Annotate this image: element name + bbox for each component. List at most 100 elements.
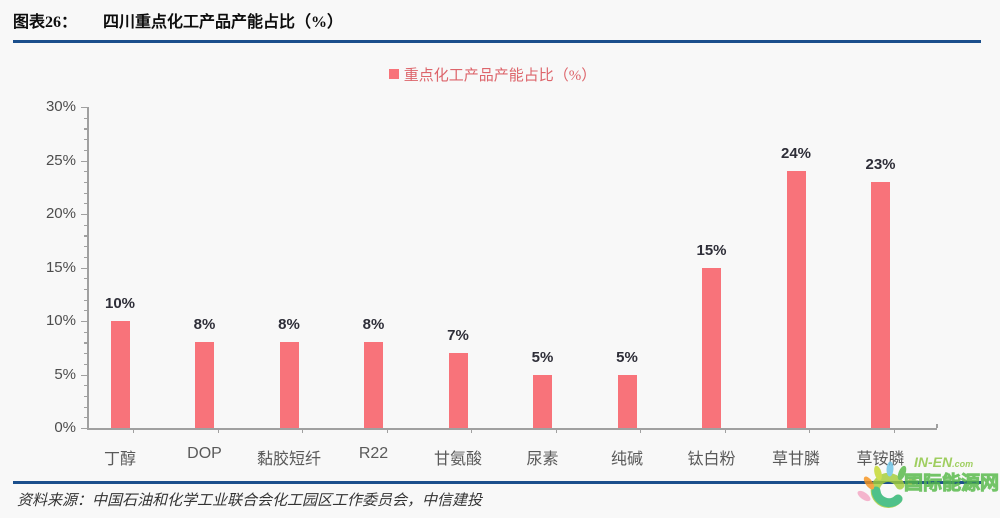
y-axis-tick: [83, 235, 87, 237]
x-axis-tick: [471, 428, 473, 433]
x-axis-tick: [302, 428, 304, 433]
y-axis-tick: [81, 321, 87, 323]
y-axis-tick: [83, 385, 87, 387]
y-axis-tick: [83, 331, 87, 333]
y-axis-tick: [83, 353, 87, 355]
y-axis-tick-label: 0%: [54, 419, 76, 436]
y-axis-tick: [83, 181, 87, 184]
y-axis-tick: [83, 363, 87, 365]
petal-lightgreen-icon: [905, 475, 917, 489]
x-axis-end-tick: [936, 424, 938, 428]
category-label: 丁醇: [103, 451, 136, 468]
bar: [871, 181, 890, 428]
y-axis-tick: [83, 128, 87, 130]
y-axis-tick: [81, 428, 87, 430]
y-axis-tick: [83, 417, 87, 419]
bar: [364, 342, 383, 428]
bar: [786, 171, 806, 428]
y-axis-tick-label: 20%: [45, 205, 76, 222]
source-text: 中国石油和化学工业联合会化工园区工作委员会，中信建投: [92, 493, 483, 509]
y-axis-tick-label: 5%: [54, 365, 76, 383]
y-axis-tick: [83, 342, 87, 344]
y-axis-tick: [83, 406, 87, 408]
legend-marker-icon: [388, 69, 399, 79]
y-axis-line: [87, 107, 89, 429]
figure-tag: 图表26：: [13, 14, 78, 31]
category-label: 尿素: [526, 451, 559, 468]
bar: [279, 342, 299, 428]
legend-label: 重点化工产品产能占比（%）: [403, 67, 597, 84]
y-axis-tick: [83, 310, 87, 312]
source-label: 资料来源：: [17, 493, 93, 509]
petal-pink-icon: [857, 490, 871, 502]
y-axis-tick: [83, 139, 87, 141]
y-axis-tick: [83, 171, 87, 173]
watermark-inen-logo: IN-EN.com 国际能源网: [857, 454, 999, 508]
y-axis-tick: [81, 374, 87, 376]
category-label: R22: [358, 445, 389, 462]
category-label: 黏胶短纤: [256, 451, 321, 468]
y-axis-tick: [83, 395, 87, 398]
bar-value-label: 8%: [193, 316, 216, 334]
x-axis-line: [87, 428, 937, 430]
y-axis-tick: [83, 192, 87, 194]
bar-value-label: 8%: [278, 316, 300, 334]
y-axis-tick: [83, 224, 87, 226]
x-axis-tick: [640, 428, 642, 433]
x-axis-tick: [217, 428, 219, 433]
x-axis-tick: [809, 428, 811, 433]
bar-value-label: 7%: [447, 327, 469, 345]
x-axis-tick: [724, 428, 726, 433]
bar-value-label: 8%: [362, 316, 385, 334]
x-axis-tick: [133, 428, 135, 433]
y-axis-tick: [83, 256, 87, 258]
category-label: DOP: [187, 445, 222, 462]
watermark-brand-cn: 国际能源网: [904, 471, 999, 494]
x-axis-tick: [555, 428, 557, 433]
y-axis-tick-label: 25%: [45, 151, 76, 169]
bar-value-label: 5%: [531, 348, 554, 366]
title-underline: [13, 40, 981, 43]
x-axis-tick: [386, 428, 388, 433]
y-axis-tick: [81, 267, 87, 269]
y-axis-tick: [81, 214, 87, 216]
petal-orange-icon: [863, 476, 875, 490]
source-line: 资料来源：中国石油和化学工业联合会化工园区工作委员会，中信建投: [17, 489, 482, 510]
y-axis-tick-label: 10%: [45, 312, 76, 329]
bar: [195, 342, 214, 428]
bar-value-label: 5%: [616, 348, 638, 366]
y-axis-tick: [83, 299, 87, 301]
y-axis-tick-label: 30%: [45, 98, 76, 115]
category-label: 纯碱: [610, 451, 643, 468]
category-label: 甘氨酸: [433, 451, 482, 468]
footer-rule: [13, 481, 981, 484]
y-axis-tick: [81, 107, 87, 109]
watermark-brand: IN-EN.com: [914, 454, 973, 470]
bar-value-label: 24%: [780, 145, 812, 163]
bar: [702, 267, 721, 428]
y-axis-tick: [83, 278, 87, 280]
x-axis-tick: [893, 428, 895, 433]
category-label: 草甘膦: [771, 451, 820, 468]
bar-value-label: 15%: [696, 241, 727, 259]
bar: [533, 374, 552, 428]
y-axis-tick: [81, 160, 87, 162]
y-axis-tick: [83, 117, 87, 119]
y-axis-tick-label: 15%: [45, 258, 76, 276]
bar: [448, 353, 468, 428]
category-label: 钛白粉: [687, 451, 736, 468]
y-axis-tick: [83, 288, 87, 291]
chart-legend: 重点化工产品产能占比（%）: [0, 64, 985, 84]
petal-yellowgreen-icon: [874, 465, 882, 481]
figure-title: 四川重点化工产品产能占比（%）: [103, 14, 344, 31]
petal-blue-icon: [886, 461, 894, 477]
y-axis-tick: [83, 203, 87, 205]
bar-value-label: 10%: [104, 295, 136, 312]
bar: [617, 374, 637, 428]
bar-value-label: 23%: [865, 155, 896, 173]
y-axis-tick: [83, 246, 87, 248]
petal-green-icon: [897, 465, 907, 481]
bar: [110, 321, 130, 428]
